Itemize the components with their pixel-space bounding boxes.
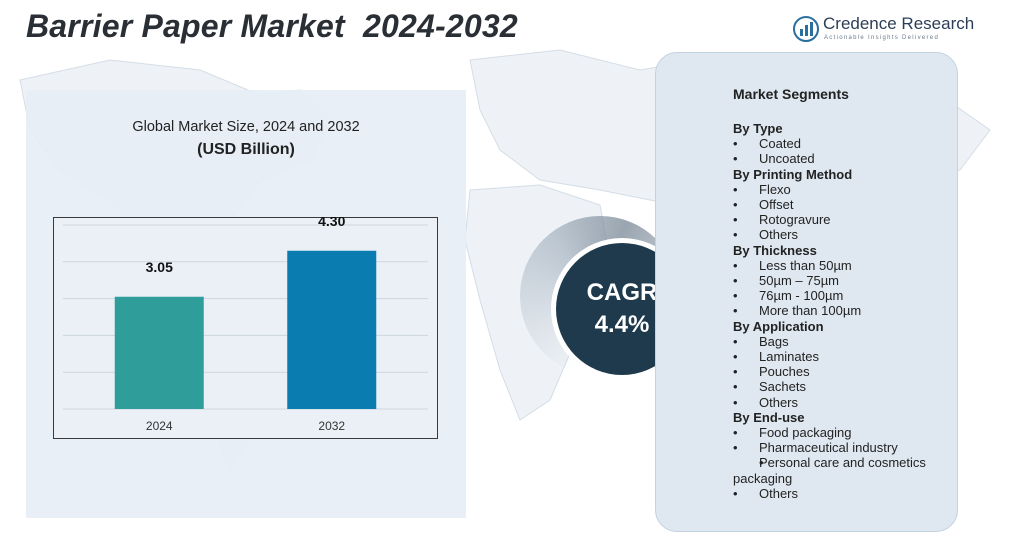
segment-group-title: By Type <box>733 121 783 136</box>
brand-tagline: Actionable Insights Delivered <box>824 35 940 41</box>
brand-logo: Credence Research Actionable Insights De… <box>793 14 975 48</box>
segment-item: Sachets <box>733 379 948 394</box>
segment-item: 76µm - 100µm <box>733 288 948 303</box>
segment-item: Offset <box>733 197 948 212</box>
segment-item: Food packaging <box>733 425 948 440</box>
bar-2032 <box>287 250 377 409</box>
segment-item: Pharmaceutical industry <box>733 440 948 455</box>
segment-item: Uncoated <box>733 151 948 166</box>
segment-item: Flexo <box>733 182 948 197</box>
segment-group-title: By End-use <box>733 409 805 425</box>
segment-item: Others <box>733 395 948 410</box>
bar-2024 <box>114 296 204 409</box>
cagr-label: CAGR <box>586 279 658 306</box>
segment-item: Coated <box>733 136 948 151</box>
segment-item: Others <box>733 227 948 242</box>
market-segments-title: Market Segments <box>733 86 849 102</box>
segment-item: Less than 50µm <box>733 258 948 273</box>
data-label: 3.05 <box>146 259 173 275</box>
bar-chart: 3.05 2024 4.30 2032 <box>63 217 428 433</box>
page-title: Barrier Paper Market 2024-2032 <box>26 8 518 44</box>
segment-item: Pouches <box>733 364 948 379</box>
x-tick-label: 2032 <box>318 419 345 433</box>
x-tick-label: 2024 <box>146 419 173 433</box>
segment-item: Others <box>733 486 948 501</box>
segment-item: More than 100µm <box>733 303 948 318</box>
chart-title: Global Market Size, 2024 and 2032 <box>132 119 360 135</box>
market-segments-list: By TypeCoatedUncoatedBy Printing MethodF… <box>733 121 948 501</box>
segment-group-title: By Application <box>733 318 824 334</box>
segment-item: Personal care and cosmetics packaging <box>733 455 948 485</box>
segment-item: Rotogravure <box>733 212 948 227</box>
segment-item: Bags <box>733 334 948 349</box>
segment-group-title: By Printing Method <box>733 166 853 182</box>
data-label: 4.30 <box>318 217 345 229</box>
segment-item: 50µm – 75µm <box>733 273 948 288</box>
brand-name: Credence Research <box>823 14 975 33</box>
cagr-value: 4.4% <box>594 311 650 338</box>
segment-item: Laminates <box>733 349 948 364</box>
segment-group-title: By Thickness <box>733 242 817 258</box>
chart-unit-subtitle: (USD Billion) <box>197 141 295 158</box>
bar-chart-logo-icon <box>793 16 819 42</box>
